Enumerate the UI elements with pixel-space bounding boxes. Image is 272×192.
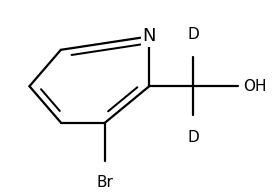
Text: D: D (188, 130, 199, 145)
Text: OH: OH (243, 79, 267, 94)
Text: Br: Br (97, 175, 113, 190)
Text: N: N (143, 27, 156, 45)
Text: D: D (188, 27, 199, 42)
